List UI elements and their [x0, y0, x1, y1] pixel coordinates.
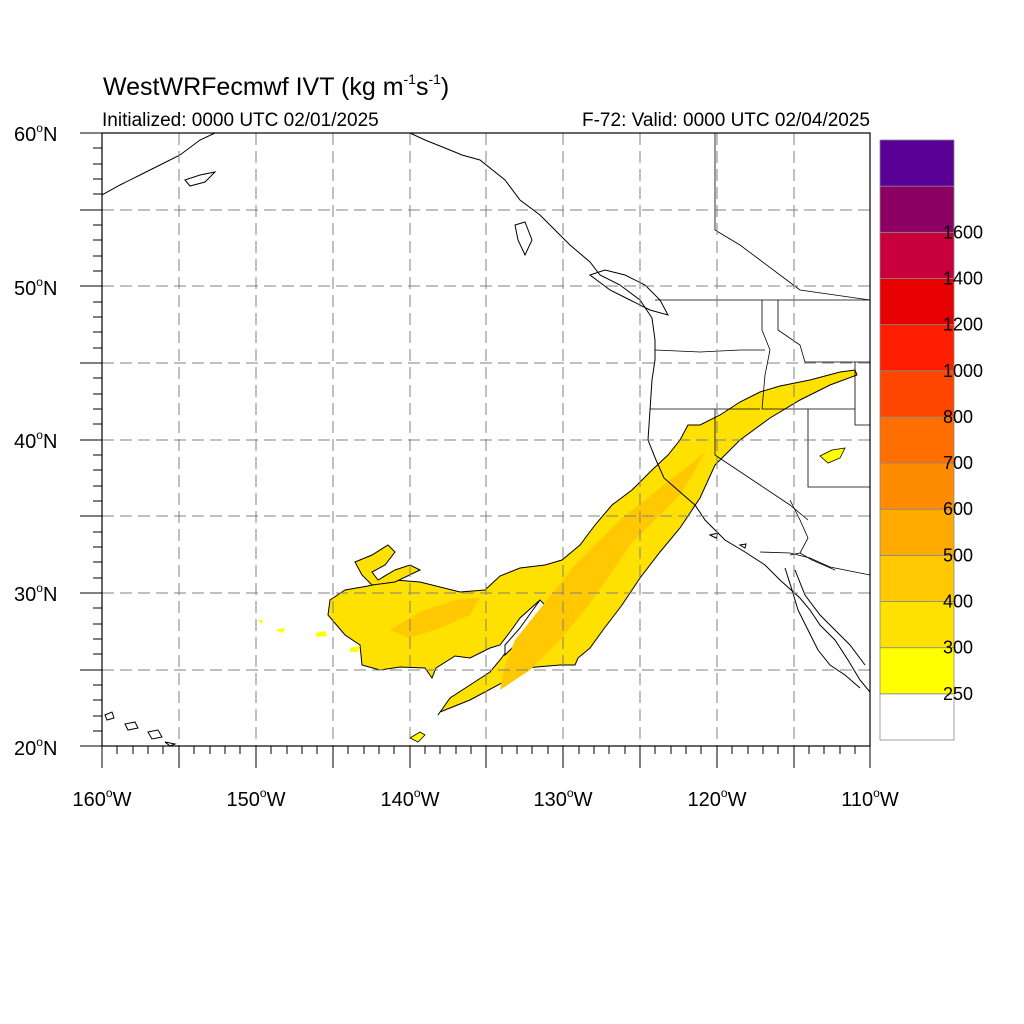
tick-marks: [80, 132, 871, 768]
title-model: WestWRFecmwf: [103, 73, 289, 101]
lon-label-160: 160oW: [73, 786, 132, 811]
colorbar-swatch: [879, 462, 955, 510]
colorbar-swatch: [879, 416, 955, 464]
colorbar-label: 600: [943, 499, 973, 519]
title-units-open: (kg m: [341, 73, 404, 101]
colorbar-label: 800: [943, 407, 973, 427]
title-units-exp1: -1: [403, 71, 416, 87]
lat-label-60: 60oN: [14, 121, 57, 146]
colorbar-swatch: [879, 278, 955, 326]
border-ut-id: [854, 362, 870, 426]
border-alaska-canada: [714, 133, 870, 301]
border-wa-or: [654, 349, 765, 353]
political-boundaries: [650, 133, 870, 576]
colorbar-label: 500: [943, 545, 973, 565]
lat-label-30: 30oN: [14, 581, 57, 606]
title-units-mid: s: [415, 73, 429, 101]
ivt-patch-hawaii-4: [258, 620, 263, 624]
ivt-patch-nevada: [819, 447, 846, 464]
lon-label-140: 140oW: [381, 786, 440, 811]
colorbar-label: 1600: [943, 222, 983, 242]
colorbar-label: 1400: [943, 268, 983, 288]
colorbar-swatch: [879, 139, 955, 187]
ivt-river-core2: [390, 598, 480, 638]
valid-time: F-72: Valid: 0000 UTC 02/04/2025: [582, 110, 870, 131]
colorbar-swatch: [879, 370, 955, 418]
coast-hawaii-4: [164, 741, 177, 746]
coast-alaska-north: [102, 133, 216, 196]
latitude-labels: 60oN 50oN 40oN 30oN 20oN: [14, 121, 57, 760]
ivt-field: [258, 369, 858, 743]
coast-alaska-islands: [184, 171, 217, 187]
title-variable: IVT: [295, 73, 335, 101]
title-units-close: ): [440, 73, 450, 101]
lat-label-20: 20oN: [14, 735, 57, 760]
coast-vancouver-island: [588, 269, 669, 316]
lon-label-150: 150oW: [227, 786, 286, 811]
ivt-patch-hawaii-2: [350, 646, 360, 652]
lon-label-120: 120oW: [688, 786, 747, 811]
graticule: [102, 133, 870, 746]
colorbar: 250 300 400 500 600 700 800 1000 1200 1400 1600: [879, 139, 983, 741]
ivt-patch-hawaii-1: [315, 631, 327, 637]
ivt-river-core: [500, 452, 705, 690]
colorbar-label: 300: [943, 638, 973, 658]
coast-hawaii-1: [104, 711, 115, 721]
colorbar-swatch: [879, 324, 955, 372]
colorbar-swatch: [879, 231, 955, 279]
coast-west-north-america: [409, 133, 870, 693]
border-canada-province: [777, 300, 870, 363]
lat-label-50: 50oN: [14, 275, 57, 300]
coast-hawaii-3: [147, 729, 163, 740]
lon-label-130: 130oW: [534, 786, 593, 811]
colorbar-label: 700: [943, 453, 973, 473]
coast-gulf-california: [794, 569, 866, 666]
longitude-labels: 160oW 150oW 140oW 130oW 120oW 110oW: [73, 786, 899, 811]
ivt-river-main: [327, 369, 858, 716]
border-az-ca: [789, 499, 809, 556]
colorbar-swatch: [879, 601, 955, 649]
ivt-patch-south: [409, 731, 426, 743]
lat-label-40: 40oN: [14, 428, 57, 453]
ivt-patch-hawaii-3: [275, 628, 285, 633]
title-units-exp2: -1: [428, 71, 441, 87]
coast-haida-gwaii: [514, 221, 533, 257]
colorbar-label: 250: [943, 684, 973, 704]
colorbar-swatch: [879, 647, 955, 695]
colorbar-swatch: [879, 693, 955, 741]
colorbar-swatch: [879, 508, 955, 556]
initialized-time: Initialized: 0000 UTC 02/01/2025: [102, 110, 379, 131]
colorbar-label: 1000: [943, 361, 983, 381]
border-us-mexico: [759, 551, 870, 576]
border-nv-ut: [807, 409, 870, 488]
map-title: WestWRFecmwf IVT (kg m-1s-1): [103, 70, 449, 104]
border-az-mexico: [799, 552, 836, 571]
ivt-north-lobe: [354, 544, 422, 586]
lon-label-110: 110oW: [841, 786, 899, 811]
coast-hawaii-2: [124, 721, 139, 731]
colorbar-label: 400: [943, 592, 973, 612]
colorbar-label: 1200: [943, 315, 983, 335]
